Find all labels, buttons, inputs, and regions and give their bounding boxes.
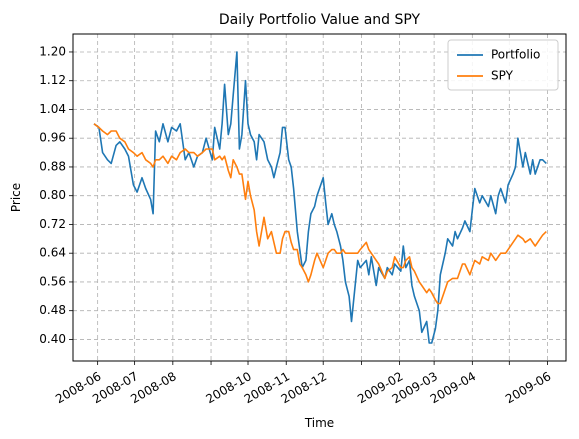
y-tick-label: 0.64 <box>39 246 66 260</box>
y-tick-label: 0.40 <box>39 332 66 346</box>
grid-layer <box>73 34 566 361</box>
legend: Portfolio SPY <box>447 39 559 91</box>
y-tick-label: 1.12 <box>39 73 66 87</box>
chart-title: Daily Portfolio Value and SPY <box>219 12 421 28</box>
plot-frame <box>72 33 567 362</box>
y-tick-label: 0.72 <box>39 217 66 231</box>
y-tick-label: 1.04 <box>39 102 66 116</box>
legend-label-portfolio: Portfolio <box>491 48 540 62</box>
y-tick-label: 1.20 <box>39 44 66 58</box>
legend-label-spy: SPY <box>491 69 514 83</box>
y-tick-label: 0.56 <box>39 274 66 288</box>
y-tick-label: 0.88 <box>39 159 66 173</box>
x-axis-label: Time <box>304 416 334 430</box>
series-line-portfolio <box>93 51 547 344</box>
y-tick-label: 0.96 <box>39 131 66 145</box>
y-axis-label: Price <box>9 183 23 212</box>
y-tick-label: 0.80 <box>39 188 66 202</box>
legend-box <box>447 39 559 91</box>
series-layer <box>93 51 547 344</box>
y-tick-label: 0.48 <box>39 303 66 317</box>
series-line-spy <box>93 123 547 305</box>
